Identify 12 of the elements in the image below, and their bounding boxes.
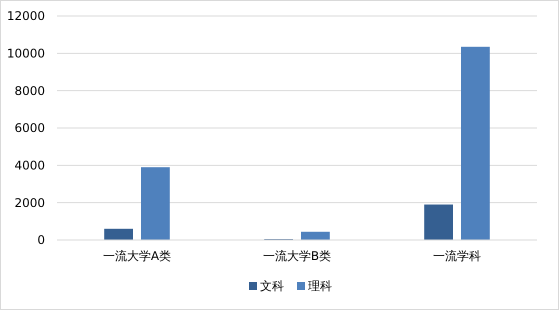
x-tick-label: 一流学科: [433, 249, 481, 263]
x-tick-label: 一流大学B类: [262, 249, 332, 263]
y-tick-label: 10000: [6, 46, 45, 61]
y-tick-label: 2000: [14, 196, 45, 210]
legend-label: 文科: [260, 279, 284, 294]
x-tick-label: 一流大学A类: [102, 249, 172, 263]
y-tick-label: 6000: [14, 121, 45, 136]
legend-label: 理科: [308, 279, 332, 294]
y-tick-label: 0: [37, 233, 45, 248]
y-tick-label: 12000: [6, 9, 45, 24]
y-tick-label: 4000: [14, 158, 45, 173]
y-tick-label: 8000: [14, 84, 45, 98]
